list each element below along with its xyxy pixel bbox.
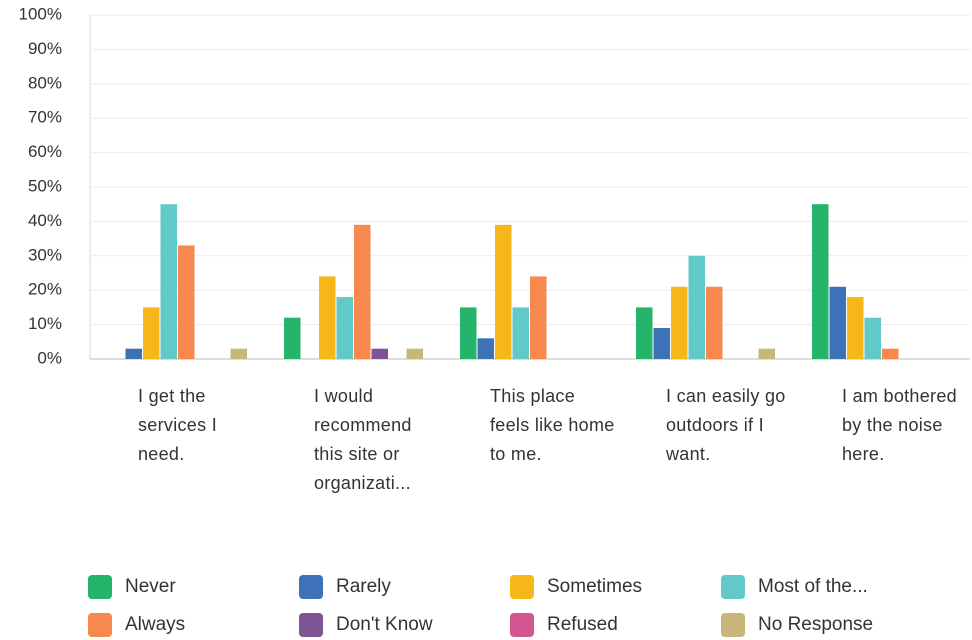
bar (143, 307, 160, 359)
bar (336, 297, 353, 359)
bar (406, 348, 423, 359)
legend-swatch (721, 613, 745, 637)
legend-swatch (510, 613, 534, 637)
y-tick-label: 30% (28, 245, 62, 264)
bar (284, 317, 301, 359)
bar (319, 276, 336, 359)
legend-label: Refused (547, 614, 618, 635)
legend-swatch (721, 575, 745, 599)
legend-swatch (88, 575, 112, 599)
bar (512, 307, 529, 359)
legend-item: Don't Know (299, 613, 433, 637)
bar (671, 286, 688, 359)
legend-label: Sometimes (547, 576, 643, 597)
legend-label: Don't Know (336, 614, 433, 635)
legend-item: Most of the... (721, 575, 868, 599)
bar (477, 338, 494, 359)
legend-item: Rarely (299, 575, 391, 599)
legend-label: Never (125, 576, 176, 597)
y-tick-label: 0% (37, 348, 62, 367)
bar (354, 224, 371, 359)
bar (706, 286, 723, 359)
bar (758, 348, 775, 359)
legend-item: No Response (721, 613, 873, 637)
legend-label: Always (125, 614, 186, 635)
x-tick-label: I get the services I need. (138, 386, 218, 464)
bar (688, 255, 705, 359)
bar (460, 307, 477, 359)
bar (125, 348, 142, 359)
bar (230, 348, 247, 359)
bar (495, 224, 512, 359)
legend-item: Always (88, 613, 185, 637)
bar (636, 307, 653, 359)
x-tick-label: I can easily go outdoors if I want. (666, 386, 786, 464)
legend-label: Rarely (336, 576, 391, 597)
bar (530, 276, 547, 359)
legend-item: Refused (510, 613, 618, 637)
bar (160, 204, 177, 359)
legend-item: Never (88, 575, 176, 599)
legend-swatch (299, 575, 323, 599)
bar (653, 328, 670, 359)
legend-swatch (299, 613, 323, 637)
y-tick-label: 60% (28, 142, 62, 161)
y-tick-label: 10% (28, 314, 62, 333)
x-tick-label: I am bothered by the noise here. (842, 386, 957, 464)
x-tick-label: This place feels like home to me. (490, 386, 615, 464)
bar (829, 286, 846, 359)
bar (882, 348, 899, 359)
bar (864, 317, 881, 359)
y-tick-label: 90% (28, 39, 62, 58)
legend-item: Sometimes (510, 575, 642, 599)
bar (371, 348, 388, 359)
legend-label: Most of the... (758, 576, 868, 597)
y-tick-label: 40% (28, 211, 62, 230)
y-tick-label: 70% (28, 108, 62, 127)
y-tick-label: 20% (28, 280, 62, 299)
legend-label: No Response (758, 614, 874, 635)
legend-swatch (88, 613, 112, 637)
bar (178, 245, 195, 359)
bar (812, 204, 829, 359)
x-tick-label: I would recommend this site or organizat… (314, 386, 412, 493)
y-tick-label: 100% (19, 4, 62, 23)
legend-swatch (510, 575, 534, 599)
bar (847, 297, 864, 359)
y-tick-label: 50% (28, 176, 62, 195)
y-tick-label: 80% (28, 73, 62, 92)
